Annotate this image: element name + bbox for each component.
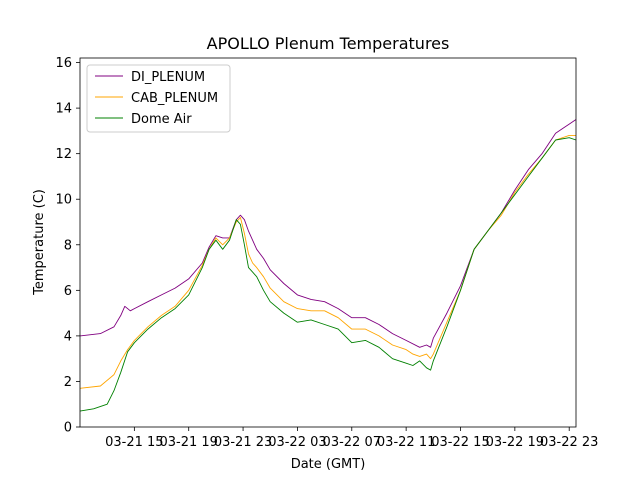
x-tick-label: 03-22 15 (431, 435, 489, 450)
x-tick-label: 03-21 15 (105, 435, 163, 450)
legend-label-cab-plenum: CAB_PLENUM (131, 91, 218, 106)
y-axis-label: Temperature (C) (32, 189, 47, 296)
y-tick-label: 8 (64, 238, 72, 253)
x-tick-label: 03-22 23 (540, 435, 598, 450)
x-tick-label: 03-22 07 (323, 435, 381, 450)
legend-label-di-plenum: DI_PLENUM (131, 70, 205, 85)
legend-box (86, 64, 231, 133)
x-tick-label: 03-22 03 (268, 435, 326, 450)
x-tick-label: 03-22 11 (377, 435, 435, 450)
y-axis: 0 2 4 6 8 10 12 14 16 (55, 56, 80, 436)
y-tick-label: 12 (55, 147, 72, 162)
series-layer (79, 119, 577, 412)
series-line-dome-air (79, 137, 577, 412)
y-tick-label: 2 (64, 375, 72, 390)
y-tick-label: 16 (55, 56, 72, 71)
x-tick-label: 03-22 19 (486, 435, 544, 450)
x-tick-label: 03-21 19 (159, 435, 217, 450)
chart-title: APOLLO Plenum Temperatures (207, 34, 450, 53)
y-tick-label: 4 (64, 329, 72, 344)
legend: DI_PLENUM CAB_PLENUM Dome Air (86, 64, 231, 133)
y-tick-label: 6 (64, 284, 72, 299)
y-tick-label: 0 (64, 421, 72, 436)
y-tick-label: 10 (55, 193, 72, 208)
y-tick-label: 14 (55, 102, 72, 117)
x-tick-label: 03-21 23 (214, 435, 272, 450)
plot-frame (79, 57, 577, 428)
x-axis-label: Date (GMT) (291, 457, 366, 472)
legend-label-dome-air: Dome Air (131, 112, 192, 127)
